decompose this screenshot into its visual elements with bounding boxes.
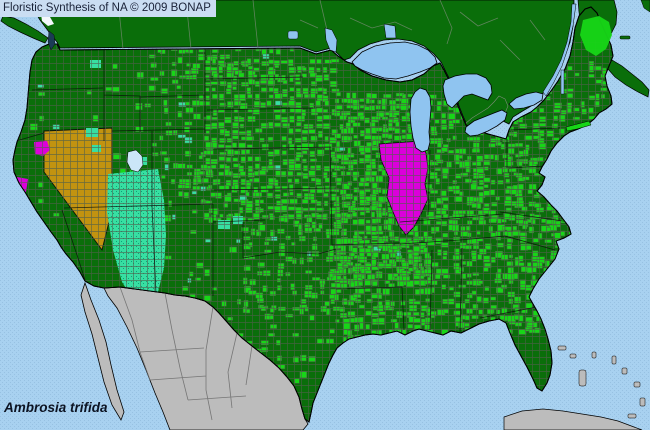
nova-scotia: [606, 59, 650, 98]
coast-glacier: [41, 14, 54, 26]
lake-ontario: [508, 91, 544, 110]
great-salt-lake: [126, 149, 144, 173]
lake-michigan: [409, 87, 432, 153]
us-coast-outline: [12, 6, 614, 423]
prince-edward-island: [619, 35, 631, 40]
state-borders: [15, 48, 571, 333]
cuba: [503, 408, 643, 430]
lake-huron: [442, 73, 493, 109]
lake-superior: [351, 41, 438, 80]
extra-green-features: [565, 16, 612, 132]
lake-winnipeg: [324, 27, 338, 53]
mexico-state-borders: [119, 286, 253, 421]
species-name-label: Ambrosia trifida: [4, 400, 108, 415]
lakes-layer: [47, 3, 577, 173]
baja-california: [80, 281, 125, 421]
lake-of-the-woods: [287, 30, 299, 40]
vancouver-island: [0, 15, 49, 44]
long-island: [565, 120, 592, 132]
islands-region: [503, 345, 646, 430]
puget-sound: [47, 30, 56, 51]
lake-erie: [464, 109, 508, 137]
bahamas: [557, 345, 646, 419]
st-lawrence-river: [542, 3, 577, 97]
maine-new-brunswick-county-patch: [580, 16, 612, 56]
newfoundland-corner: [640, 0, 650, 13]
map-title: Floristic Synthesis of NA © 2009 BONAP: [0, 0, 216, 17]
lake-nipigon: [383, 23, 397, 39]
lake-champlain: [560, 69, 565, 95]
